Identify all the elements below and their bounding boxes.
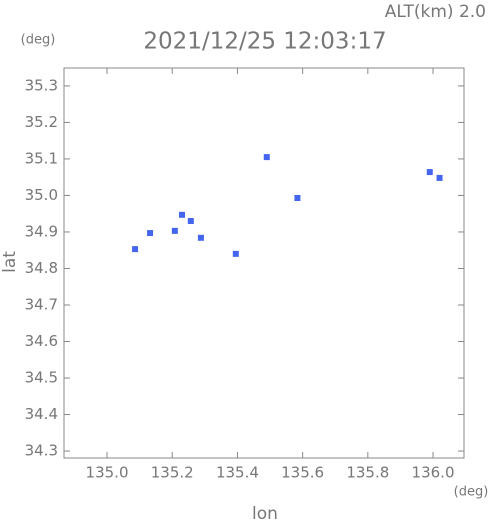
y-tick-label: 34.4 bbox=[25, 405, 58, 423]
echo bbox=[232, 250, 239, 257]
y-tick-label: 35.1 bbox=[25, 149, 58, 167]
y-tick-label: 34.8 bbox=[25, 259, 58, 277]
chart-subtitle: ALT(km) 2.0 bbox=[385, 2, 486, 22]
echo bbox=[197, 234, 204, 241]
y-tick-label: 35.3 bbox=[25, 76, 58, 94]
y-tick-label: 35.0 bbox=[25, 186, 58, 204]
x-axis-label: lon bbox=[252, 504, 278, 521]
echo bbox=[294, 195, 301, 201]
x-tick-label: 135.2 bbox=[151, 464, 194, 482]
y-tick-label: 34.5 bbox=[25, 369, 58, 387]
y-tick-label: 34.3 bbox=[25, 442, 58, 460]
y-tick-label: 34.6 bbox=[25, 332, 58, 350]
plot-frame bbox=[63, 67, 465, 459]
echo bbox=[179, 211, 186, 218]
echo bbox=[263, 154, 270, 161]
chart-title: 2021/12/25 12:03:17 bbox=[143, 29, 386, 55]
x-tick-label: 135.6 bbox=[281, 464, 324, 482]
y-axis-label: lat bbox=[0, 251, 20, 273]
x-tick-label: 135.0 bbox=[86, 464, 129, 482]
echo bbox=[426, 169, 433, 176]
y-unit: (deg) bbox=[21, 33, 56, 48]
x-tick-label: 135.8 bbox=[346, 464, 389, 482]
x-unit: (deg) bbox=[454, 485, 489, 500]
y-tick-label: 35.2 bbox=[25, 113, 58, 131]
echo bbox=[436, 174, 443, 181]
y-tick-label: 34.7 bbox=[25, 295, 58, 313]
y-tick-label: 34.9 bbox=[25, 222, 58, 240]
echo bbox=[132, 246, 139, 253]
x-tick-label: 135.4 bbox=[216, 464, 259, 482]
echo bbox=[147, 230, 154, 237]
echo bbox=[171, 227, 178, 234]
echo bbox=[187, 218, 194, 225]
x-tick-label: 136.0 bbox=[412, 464, 455, 482]
